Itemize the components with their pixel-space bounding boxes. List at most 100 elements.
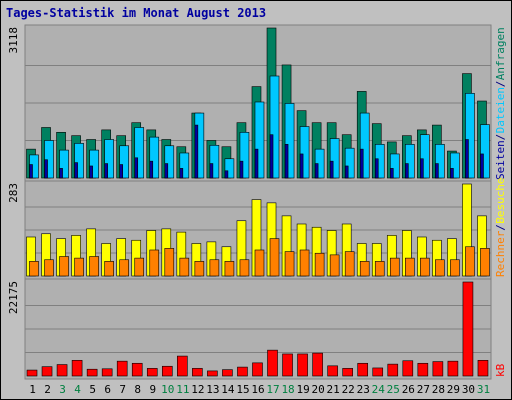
bar-dateien	[224, 158, 235, 179]
bar-seiten	[44, 159, 48, 179]
x-tick-label: 9	[149, 383, 156, 396]
bar-seiten	[359, 148, 364, 179]
bar-rechner	[134, 257, 145, 277]
bar-dateien	[164, 145, 175, 179]
x-tick-label: 15	[236, 383, 249, 396]
x-tick-label: 12	[191, 383, 204, 396]
bar-kb	[327, 365, 338, 377]
panel-traffic: 22175	[7, 278, 492, 380]
bar-seiten	[149, 160, 154, 179]
bar-dateien	[104, 139, 114, 179]
x-axis-labels: 1 2 3 4 5 6 7 8 9 10 11 12 13 14 15 16 17 18 19 20 21 22 23 24 2…	[29, 383, 490, 396]
bar-dateien	[59, 149, 69, 179]
bar-rechner	[119, 259, 129, 277]
legend-dateien: Dateien	[494, 87, 507, 133]
bar-seiten	[480, 153, 484, 179]
bar-rechner	[59, 256, 69, 277]
bar-seiten	[179, 168, 184, 179]
bar-dateien	[299, 126, 310, 179]
bar-seiten	[405, 163, 409, 179]
bar-seiten	[435, 163, 439, 179]
bar-kb	[116, 360, 128, 377]
x-tick-label: 1	[29, 383, 36, 396]
bar-kb	[357, 362, 369, 377]
bar-rechner	[194, 261, 205, 277]
x-tick-label: 20	[312, 383, 325, 396]
bar-rechner	[465, 246, 475, 277]
bar-rechner	[74, 257, 84, 277]
bar-kb	[372, 367, 384, 377]
bar-rechner	[89, 256, 99, 277]
legend-besuche: Besuche	[494, 177, 507, 223]
panel-requests: 3118	[7, 24, 492, 182]
x-tick-label: 19	[296, 383, 309, 396]
bar-kb	[41, 366, 53, 377]
bar-dateien	[359, 112, 370, 179]
bar-kb	[237, 366, 248, 377]
x-tick-label: 8	[134, 383, 141, 396]
bar-seiten	[299, 153, 304, 179]
bar-dateien	[480, 124, 490, 179]
x-tick-label: 22	[342, 383, 355, 396]
bar-kb	[71, 360, 83, 377]
bar-kb	[432, 361, 444, 377]
bar-dateien	[269, 75, 280, 179]
bar-kb	[86, 368, 98, 377]
chart-panels: 3118 283 22175	[7, 24, 492, 380]
bar-dateien	[44, 140, 54, 179]
bar-rechner	[435, 259, 445, 277]
x-tick-label: 4	[74, 383, 81, 396]
bar-rechner	[44, 259, 54, 277]
x-tick-label: 3	[59, 383, 66, 396]
x-tick-label: 16	[251, 383, 264, 396]
bar-seiten	[450, 168, 454, 179]
bar-dateien	[389, 153, 400, 179]
x-tick-label: 27	[417, 383, 430, 396]
bar-seiten	[344, 165, 349, 179]
bar-kb	[192, 368, 203, 377]
panel-visits: 283	[7, 180, 492, 280]
x-tick-label: 17	[266, 383, 279, 396]
x-tick-label: 23	[357, 383, 370, 396]
y-max-label: 22175	[7, 281, 20, 314]
bar-rechner	[179, 257, 190, 277]
bar-rechner	[329, 254, 340, 277]
bar-kb	[146, 368, 158, 377]
bar-kb	[447, 360, 459, 377]
x-tick-label: 5	[89, 383, 96, 396]
bar-rechner	[284, 251, 295, 277]
bar-rechner	[299, 249, 310, 277]
x-tick-label: 10	[161, 383, 174, 396]
legend-kb: kB	[494, 363, 507, 377]
bar-rechner	[450, 259, 460, 277]
x-tick-label: 24	[372, 383, 386, 396]
legend-rechner: Rechner	[494, 230, 507, 277]
bar-rechner	[29, 261, 39, 277]
x-tick-label: 18	[281, 383, 294, 396]
bar-dateien	[465, 93, 475, 179]
bar-dateien	[239, 131, 250, 179]
bar-kb	[161, 365, 173, 377]
bar-dateien	[435, 144, 445, 179]
bar-seiten	[374, 158, 379, 179]
bar-seiten	[134, 157, 139, 179]
x-tick-label: 28	[432, 383, 445, 396]
bar-dateien	[74, 143, 84, 179]
bar-rechner	[359, 261, 370, 277]
bar-kb	[462, 281, 474, 377]
bar-dateien	[119, 145, 129, 179]
legend-separator: /	[494, 81, 507, 88]
bar-seiten	[164, 163, 169, 179]
bar-kb	[402, 360, 414, 377]
legend-seiten: Seiten	[494, 140, 507, 180]
bar-seiten	[194, 124, 199, 179]
bar-seiten	[239, 160, 244, 179]
bar-kb	[477, 360, 489, 377]
bar-dateien	[89, 149, 99, 179]
bar-dateien	[179, 152, 190, 179]
bar-dateien	[149, 136, 160, 179]
bar-dateien	[450, 152, 460, 179]
bar-dateien	[209, 144, 220, 179]
